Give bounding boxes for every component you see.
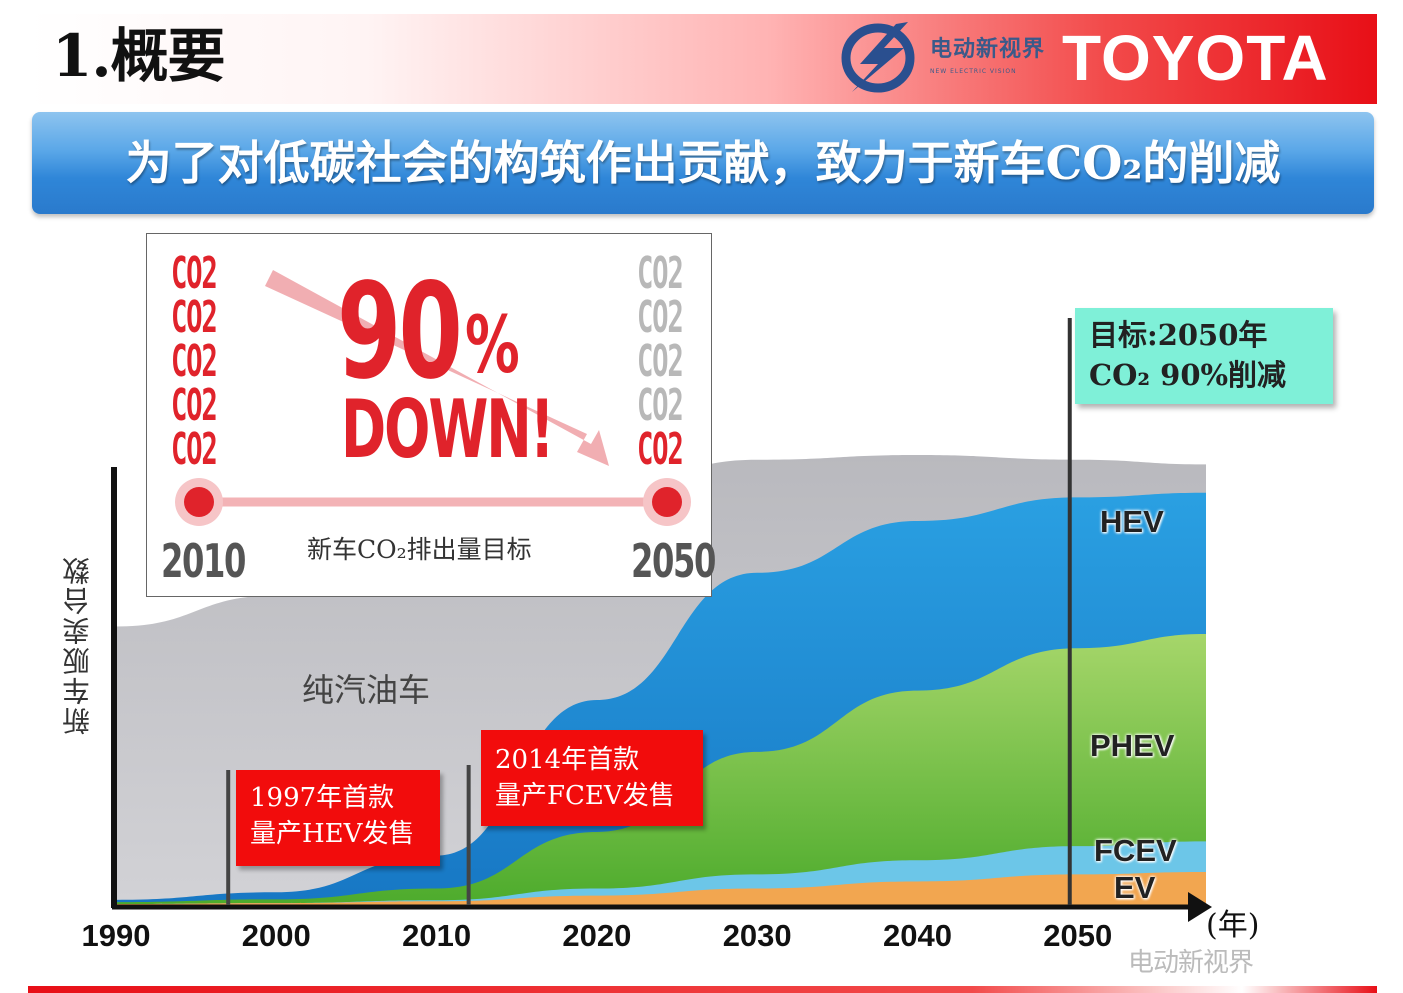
y-axis-label: 新车贩卖台数 — [61, 555, 94, 735]
co2-label-red: CO2 — [171, 248, 218, 299]
x-tick-label: 1990 — [82, 918, 151, 953]
x-axis-arrow — [1188, 892, 1212, 922]
co2-label-red: CO2 — [171, 292, 218, 343]
footer-strip — [28, 986, 1377, 993]
co2-label-red: CO2 — [637, 424, 684, 475]
slide-title: 1.概要 — [52, 22, 226, 90]
flag-line-1: 2014年首款 — [495, 745, 640, 775]
start-year: 2010 — [161, 534, 246, 588]
x-tick-label: 2020 — [562, 918, 631, 953]
target-callout: 目标:2050年 CO₂ 90%削减 — [1075, 308, 1333, 404]
x-tick-label: 2000 — [242, 918, 311, 953]
x-axis-unit-label: (年) — [1206, 908, 1260, 943]
inset-caption: 新车CO₂排出量目标 — [307, 535, 532, 564]
target-line-2: CO₂ 90%削减 — [1089, 358, 1287, 392]
co2-label-red: CO2 — [171, 424, 218, 475]
electric-vision-logo-icon — [841, 22, 915, 93]
co2-label-grey: CO2 — [637, 292, 684, 343]
x-axis-ticks: 1990 2000 2010 2020 2030 2040 2050 — [82, 918, 1113, 953]
percent-sign: % — [465, 301, 520, 391]
header-strip — [28, 14, 1377, 104]
x-tick-label: 2010 — [402, 918, 471, 953]
flag-2014-fcev: 2014年首款 量产FCEV发售 — [481, 730, 703, 826]
logo-subtext: NEW ELECTRIC VISION — [930, 68, 1017, 75]
co2-label-red: CO2 — [171, 380, 218, 431]
co2-reduction-inset: CO2 CO2 CO2 CO2 CO2 CO2 CO2 CO2 CO2 CO2 … — [146, 233, 716, 597]
headline-banner: 为了对低碳社会的构筑作出贡献，致力于新车CO₂的削减 — [32, 112, 1374, 214]
co2-label-grey: CO2 — [637, 248, 684, 299]
x-tick-label: 2030 — [723, 918, 792, 953]
flag-line-2: 量产HEV发售 — [250, 819, 415, 849]
logo-text: 电动新视界 — [930, 37, 1046, 62]
target-line-1: 目标:2050年 — [1089, 318, 1268, 352]
inset-graphics — [175, 270, 691, 526]
series-label-ev: EV — [1114, 870, 1156, 905]
headline-text: 为了对低碳社会的构筑作出贡献，致力于新车CO₂的削减 — [125, 136, 1281, 190]
brand-name: TOYOTA — [1062, 22, 1329, 94]
flag-line-2: 量产FCEV发售 — [495, 781, 675, 811]
flag-1997-hev: 1997年首款 量产HEV发售 — [236, 770, 440, 866]
area-ev-series — [116, 872, 1206, 905]
x-tick-label: 2040 — [883, 918, 952, 953]
series-label-fcev: FCEV — [1094, 833, 1177, 868]
reduction-percent: 90 — [337, 255, 463, 409]
watermark: 电动新视界 — [1128, 948, 1254, 978]
co2-label-grey: CO2 — [637, 380, 684, 431]
series-label-phev: PHEV — [1090, 728, 1175, 763]
end-year: 2050 — [631, 534, 716, 588]
series-label-hev: HEV — [1100, 504, 1164, 539]
series-label-gasoline: 纯汽油车 — [302, 671, 431, 709]
down-label: DOWN! — [341, 383, 555, 476]
co2-label-red: CO2 — [171, 336, 218, 387]
flag-line-1: 1997年首款 — [250, 783, 395, 813]
co2-label-grey: CO2 — [637, 336, 684, 387]
area-phev-series — [116, 634, 1206, 905]
x-tick-label: 2050 — [1043, 918, 1112, 953]
